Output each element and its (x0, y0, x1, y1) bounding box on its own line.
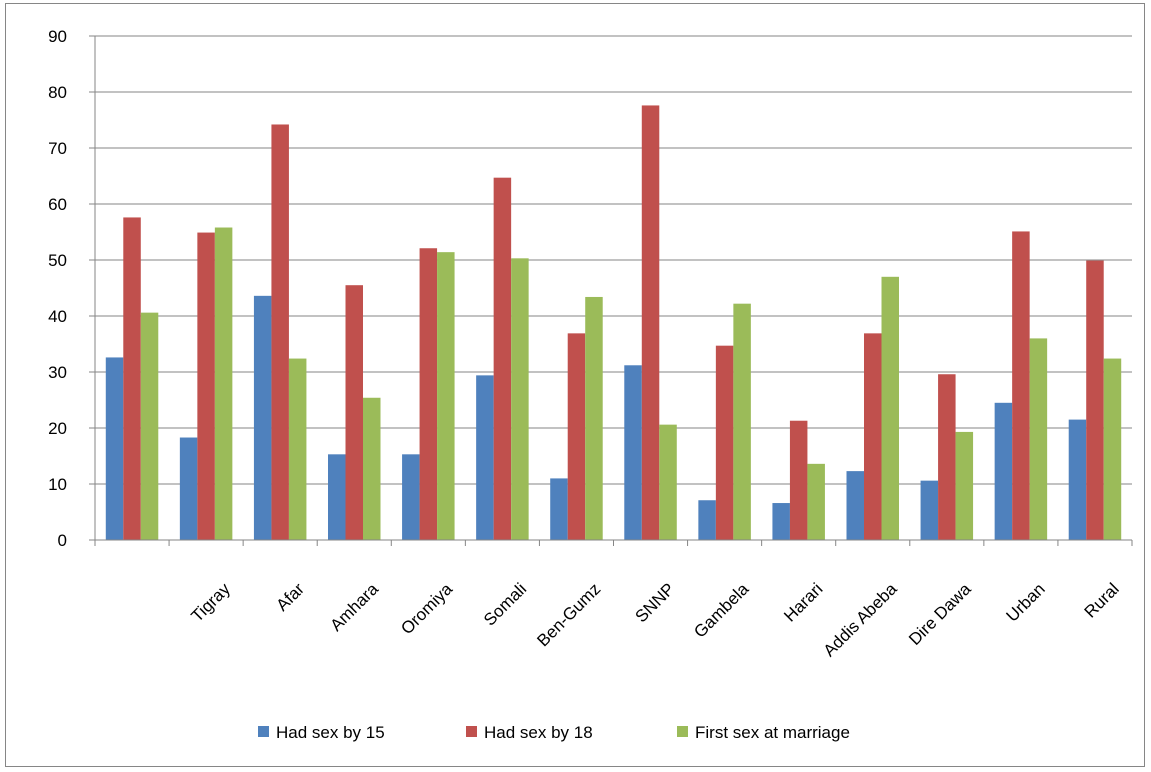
bar-harari-s1 (772, 503, 790, 540)
axes (89, 35, 1133, 546)
bar-ben-gumz-s1 (550, 478, 568, 540)
bar-addis-abeba-s2 (864, 333, 882, 540)
x-tick-label: SNNP (632, 579, 679, 626)
bar-snnp-s3 (659, 424, 677, 540)
y-tick-label: 0 (58, 531, 67, 550)
x-tick-label: Rural (1081, 579, 1123, 621)
y-tick-label: 60 (48, 195, 67, 214)
bar-gambela-s1 (698, 500, 716, 540)
bar-dire-dawa-s3 (955, 431, 974, 540)
bar-afar-s1 (253, 295, 272, 540)
bar-amhara-s1 (328, 454, 346, 540)
bar-tigray-s1 (179, 437, 198, 540)
y-tick-label: 80 (48, 83, 67, 102)
bar-oromiya-s2 (419, 248, 438, 541)
y-tick-label: 10 (48, 475, 67, 494)
y-tick-label: 40 (48, 307, 67, 326)
bar-amhara-s3 (363, 397, 381, 540)
bar-addis-abeba-s3 (881, 276, 899, 540)
bar-dire-dawa-s1 (920, 480, 939, 540)
bar-rural-s2 (1086, 260, 1104, 540)
legend-swatch (466, 726, 477, 737)
x-tick-label: Urban (1003, 579, 1049, 625)
bar-gambela-s2 (715, 345, 734, 540)
legend-swatch (258, 726, 269, 737)
bar-afar-s2 (271, 124, 289, 540)
x-tick-label: Oromiya (397, 579, 456, 638)
bar-amhara-s2 (345, 285, 363, 540)
bar-rural-s1 (1068, 419, 1087, 540)
y-tick-label: 50 (48, 251, 67, 270)
bar-harari-s3 (807, 463, 825, 540)
bars (105, 105, 1122, 541)
bar-snnp-s2 (641, 105, 660, 540)
x-tick-label: Afar (273, 579, 309, 615)
bar-dire-dawa-s2 (938, 374, 956, 540)
bar-blank-s2 (123, 217, 141, 540)
bar-blank-s3 (140, 312, 159, 540)
bar-oromiya-s3 (437, 252, 455, 540)
bar-ben-gumz-s3 (585, 296, 603, 540)
grid-lines (95, 35, 1132, 485)
legend-label: First sex at marriage (695, 723, 850, 742)
y-tick-label: 90 (48, 27, 67, 46)
legend-label: Had sex by 18 (484, 723, 593, 742)
bar-afar-s3 (288, 358, 307, 540)
bar-urban-s2 (1012, 231, 1030, 540)
bar-snnp-s1 (624, 365, 642, 540)
x-tick-label: Ben-Gumz (533, 579, 604, 650)
bar-urban-s1 (994, 402, 1013, 540)
legend: Had sex by 15 Had sex by 18 First sex at m… (258, 723, 850, 742)
bar-somali-s1 (476, 375, 494, 540)
x-tick-label: Tigray (188, 579, 235, 626)
bar-ben-gumz-s2 (567, 333, 586, 540)
bar-tigray-s3 (214, 227, 233, 540)
x-tick-label: Addis Abeba (820, 579, 901, 660)
bar-harari-s2 (789, 420, 808, 540)
y-tick-label: 70 (48, 139, 67, 158)
bar-urban-s3 (1029, 338, 1048, 540)
x-tick-label: Dire Dawa (905, 579, 975, 649)
bar-somali-s2 (493, 177, 512, 540)
bar-blank-s1 (105, 357, 124, 540)
bar-addis-abeba-s1 (846, 471, 864, 540)
bar-oromiya-s1 (402, 454, 420, 540)
x-tick-label: Harari (780, 579, 826, 625)
y-tick-label: 30 (48, 363, 67, 382)
y-tick-label: 20 (48, 419, 67, 438)
x-tick-label: Somali (480, 579, 530, 629)
bar-tigray-s2 (197, 232, 215, 540)
bar-somali-s3 (511, 258, 529, 540)
x-tick-label: Gambela (690, 579, 753, 642)
bar-gambela-s3 (733, 303, 751, 540)
legend-label: Had sex by 15 (276, 723, 385, 742)
x-tick-label: Amhara (327, 579, 383, 635)
legend-swatch (677, 726, 688, 737)
bar-rural-s3 (1103, 358, 1122, 540)
